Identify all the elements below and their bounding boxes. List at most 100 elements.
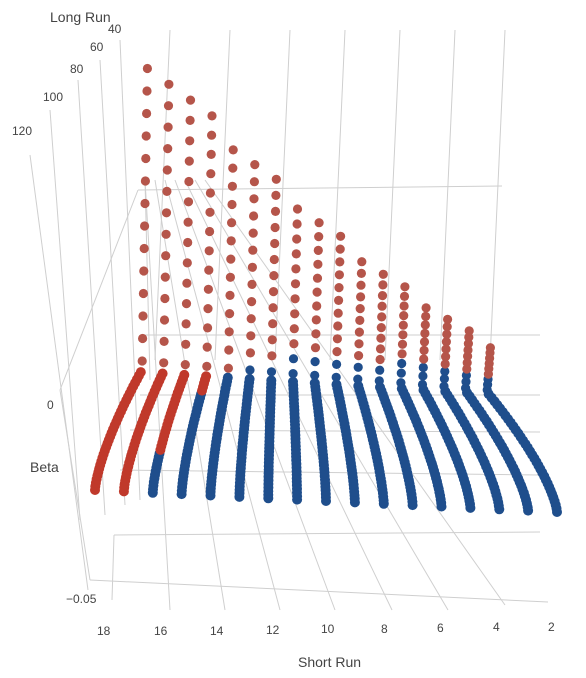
point-positive-beta: [419, 337, 430, 347]
point-positive-beta: [377, 291, 388, 301]
tick-long-run-60: 60: [90, 40, 104, 54]
point-positive-beta: [228, 163, 238, 173]
point-positive-beta: [202, 342, 212, 352]
tick-beta-0: 0: [47, 398, 54, 412]
point-positive-beta: [142, 108, 152, 119]
labels-layer: Long Run Beta Short Run 40 60 80 100 120…: [12, 9, 555, 670]
point-positive-beta: [225, 272, 235, 282]
point-positive-beta: [207, 130, 217, 140]
point-positive-beta: [269, 271, 279, 281]
point-positive-beta: [183, 217, 193, 227]
point-positive-beta: [289, 324, 299, 334]
tick-short-run-18: 18: [97, 624, 111, 638]
point-negative-beta: [418, 362, 428, 373]
axis-title-long-run: Long Run: [50, 9, 111, 25]
tick-long-run-100: 100: [43, 90, 63, 104]
point-positive-beta: [420, 320, 430, 330]
tick-short-run-10: 10: [321, 622, 335, 636]
point-positive-beta: [226, 254, 236, 264]
point-negative-beta: [375, 365, 385, 375]
point-positive-beta: [161, 251, 171, 261]
point-positive-beta: [203, 284, 213, 294]
point-negative-beta: [222, 372, 233, 383]
point-positive-beta: [312, 273, 323, 283]
point-positive-beta: [142, 63, 152, 74]
point-positive-beta: [182, 258, 192, 268]
point-positive-beta: [268, 287, 279, 297]
point-positive-beta: [162, 165, 172, 175]
point-negative-beta: [440, 366, 450, 376]
point-positive-beta: [139, 243, 149, 254]
point-positive-beta: [185, 115, 195, 125]
point-positive-beta: [378, 280, 388, 290]
point-positive-beta: [290, 279, 301, 289]
point-positive-beta: [270, 222, 280, 233]
point-positive-beta: [185, 136, 195, 146]
point-positive-beta: [356, 268, 366, 278]
point-positive-beta: [292, 219, 302, 229]
point-positive-beta: [249, 177, 259, 187]
tick-short-run-4: 4: [493, 620, 500, 634]
tick-short-run-8: 8: [381, 622, 388, 636]
point-positive-beta: [355, 315, 365, 325]
grid-line: [119, 39, 141, 501]
point-positive-beta: [336, 231, 346, 241]
point-positive-beta: [246, 314, 256, 324]
point-positive-beta: [224, 327, 234, 337]
point-negative-beta: [245, 365, 255, 375]
point-positive-beta: [356, 292, 366, 302]
point-positive-beta: [421, 311, 431, 321]
point-positive-beta: [225, 290, 235, 300]
point-positive-beta: [164, 79, 174, 89]
point-negative-beta: [288, 369, 298, 379]
axis-title-beta: Beta: [30, 459, 59, 475]
point-positive-beta: [334, 295, 344, 305]
grid-line: [214, 29, 231, 361]
points-layer: [90, 63, 562, 517]
point-positive-beta: [271, 174, 281, 184]
point-negative-beta: [266, 375, 277, 386]
point-positive-beta: [268, 319, 278, 329]
point-positive-beta: [160, 272, 170, 282]
tick-short-run-12: 12: [266, 623, 280, 637]
point-negative-beta: [331, 379, 342, 390]
grid-line: [119, 469, 541, 476]
point-positive-beta: [376, 323, 386, 333]
point-positive-beta: [289, 339, 299, 349]
point-positive-beta: [207, 111, 217, 121]
point-positive-beta: [249, 194, 259, 204]
point-positive-beta: [179, 369, 190, 380]
point-negative-beta: [374, 376, 384, 386]
point-positive-beta: [139, 266, 149, 276]
point-positive-beta: [464, 326, 474, 336]
point-positive-beta: [205, 226, 215, 237]
point-positive-beta: [442, 329, 452, 339]
point-positive-beta: [269, 254, 279, 265]
point-positive-beta: [137, 356, 147, 366]
point-positive-beta: [183, 197, 194, 207]
point-positive-beta: [311, 329, 321, 339]
point-negative-beta: [439, 381, 449, 391]
point-positive-beta: [138, 288, 148, 299]
point-positive-beta: [398, 320, 408, 330]
point-positive-beta: [183, 237, 193, 248]
grid-layer: [29, 29, 549, 611]
point-negative-beta: [418, 371, 428, 381]
point-positive-beta: [138, 311, 148, 321]
point-positive-beta: [135, 367, 146, 378]
point-positive-beta: [378, 269, 388, 279]
point-positive-beta: [375, 344, 386, 354]
grid-line: [489, 29, 506, 361]
point-positive-beta: [205, 188, 215, 198]
point-positive-beta: [141, 131, 151, 141]
point-positive-beta: [181, 299, 192, 309]
point-positive-beta: [443, 314, 453, 324]
point-positive-beta: [310, 343, 321, 353]
point-positive-beta: [485, 343, 495, 353]
point-positive-beta: [271, 190, 281, 200]
point-negative-beta: [353, 362, 363, 372]
point-positive-beta: [204, 265, 214, 275]
grid-line: [77, 79, 106, 516]
point-positive-beta: [377, 301, 387, 311]
point-positive-beta: [228, 145, 238, 155]
